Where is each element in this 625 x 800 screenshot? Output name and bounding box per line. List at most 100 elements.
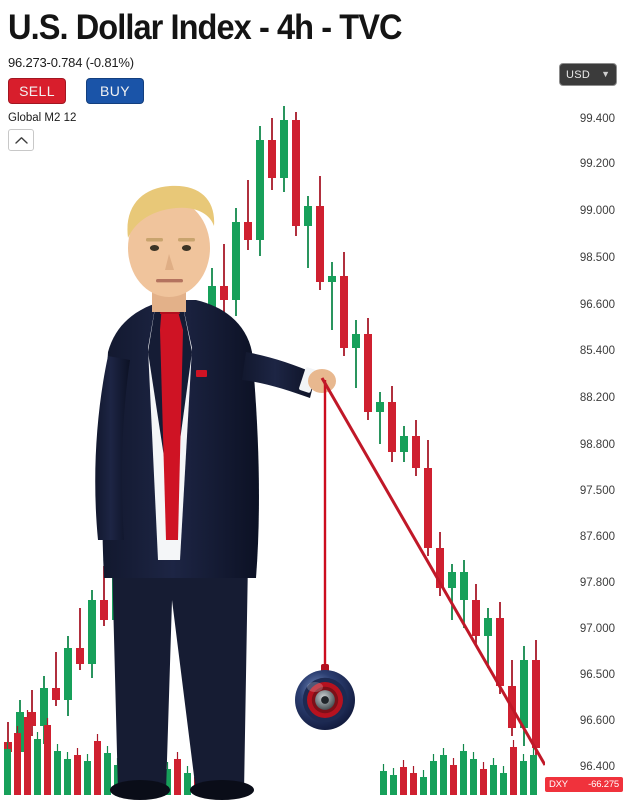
candle-body bbox=[64, 648, 72, 700]
volume-bar bbox=[44, 725, 51, 795]
candle-body bbox=[40, 688, 48, 726]
candle-body bbox=[280, 120, 288, 178]
volume-bar bbox=[14, 733, 21, 795]
hair bbox=[127, 185, 215, 238]
price-tick-label: 96.600 bbox=[579, 299, 615, 311]
candle-body bbox=[400, 436, 408, 452]
candle-body bbox=[532, 660, 540, 748]
candle-body bbox=[340, 276, 348, 348]
chevron-up-glyph bbox=[14, 136, 28, 144]
candle-body bbox=[76, 648, 84, 664]
volume-bar bbox=[24, 717, 31, 795]
volume-bar bbox=[460, 751, 467, 795]
last-price-badge: DXY -66.275 bbox=[545, 777, 623, 792]
nose bbox=[165, 254, 174, 270]
price-tick-label: 97.000 bbox=[579, 623, 615, 635]
volume-bar bbox=[104, 753, 111, 795]
mouth bbox=[156, 279, 183, 283]
arm-right bbox=[242, 352, 316, 398]
currency-label: USD bbox=[566, 68, 591, 81]
annotation-overlay bbox=[95, 185, 545, 800]
shoe-left bbox=[110, 780, 170, 800]
price-tick-label: 85.400 bbox=[579, 345, 615, 357]
chart-plot-area[interactable] bbox=[0, 0, 545, 800]
volume-bar bbox=[74, 755, 81, 795]
volume-bar bbox=[440, 755, 447, 795]
price-tick-label: 87.600 bbox=[579, 531, 615, 543]
quote-summary: 96.273-0.784 (-0.81%) bbox=[8, 55, 134, 70]
candle-body bbox=[364, 334, 372, 412]
brow-right bbox=[178, 238, 195, 242]
last-price-symbol: DXY bbox=[549, 779, 568, 790]
chart-header: U.S. Dollar Index - 4h - TVC 96.273-0.78… bbox=[0, 0, 545, 151]
price-tick-label: 99.200 bbox=[579, 158, 615, 170]
candle-body bbox=[256, 140, 264, 240]
volume-bar bbox=[94, 741, 101, 795]
necktie bbox=[160, 304, 183, 540]
candle-body bbox=[16, 712, 24, 752]
candle-body bbox=[232, 222, 240, 300]
indicator-label: Global M2 12 bbox=[8, 112, 77, 124]
trousers bbox=[112, 560, 248, 792]
candle-body bbox=[388, 402, 396, 452]
volume-bar bbox=[520, 761, 527, 795]
price-tick-label: 96.600 bbox=[579, 715, 615, 727]
candle-body bbox=[496, 618, 504, 686]
volume-bar bbox=[510, 747, 517, 795]
eye-right bbox=[181, 245, 192, 251]
volume-bar bbox=[54, 751, 61, 795]
price-axis[interactable]: USD ▼ 99.400 99.200 99.000 98.500 96.600 85.4… bbox=[545, 0, 625, 800]
volume-bar bbox=[470, 759, 477, 795]
candle-body bbox=[412, 436, 420, 468]
sell-button[interactable]: SELL bbox=[8, 78, 66, 104]
candle-body bbox=[52, 688, 60, 700]
price-tick-label: 98.800 bbox=[579, 439, 615, 451]
candle-body bbox=[520, 660, 528, 728]
page-title: U.S. Dollar Index - 4h - TVC bbox=[8, 8, 402, 47]
candle-body bbox=[328, 276, 336, 282]
volume-bar bbox=[84, 761, 91, 795]
candle-body bbox=[460, 572, 468, 600]
price-tick-label: 96.500 bbox=[579, 669, 615, 681]
price-tick-label: 96.400 bbox=[579, 761, 615, 773]
shoe-right bbox=[190, 780, 254, 800]
candle-body bbox=[292, 120, 300, 226]
price-tick-label: 99.000 bbox=[579, 205, 615, 217]
volume-bar bbox=[500, 773, 507, 795]
candle-body bbox=[436, 548, 444, 588]
price-tick-label: 97.500 bbox=[579, 485, 615, 497]
candle-body bbox=[304, 206, 312, 226]
currency-dropdown[interactable]: USD ▼ bbox=[559, 63, 617, 86]
candle-body bbox=[220, 286, 228, 300]
candle-body bbox=[316, 206, 324, 282]
volume-bar bbox=[164, 769, 171, 795]
volume-bar bbox=[530, 755, 537, 795]
brow-left bbox=[146, 238, 163, 242]
chevron-up-icon[interactable] bbox=[8, 129, 34, 151]
candle-body bbox=[472, 600, 480, 636]
volume-bar bbox=[400, 767, 407, 795]
volume-bar bbox=[390, 775, 397, 795]
volume-bar bbox=[490, 765, 497, 795]
volume-bar bbox=[114, 765, 121, 795]
person-figure bbox=[95, 185, 336, 800]
volume-bar bbox=[480, 769, 487, 795]
order-buttons: SELL BUY bbox=[8, 78, 545, 104]
volume-bar bbox=[64, 759, 71, 795]
price-tick-label: 97.800 bbox=[579, 577, 615, 589]
candle-body bbox=[244, 222, 252, 240]
volume-bar bbox=[380, 771, 387, 795]
eye-left bbox=[149, 245, 160, 251]
candle-body bbox=[352, 334, 360, 348]
last-price-value: -66.275 bbox=[588, 779, 619, 790]
candle-body bbox=[88, 600, 96, 664]
volume-bar bbox=[4, 749, 11, 795]
volume-bar bbox=[34, 739, 41, 795]
price-tick-label: 98.500 bbox=[579, 252, 615, 264]
buy-button[interactable]: BUY bbox=[86, 78, 144, 104]
yoyo bbox=[295, 664, 355, 730]
candle-body bbox=[448, 572, 456, 588]
volume-bar bbox=[184, 773, 191, 795]
chevron-down-icon: ▼ bbox=[601, 69, 610, 79]
